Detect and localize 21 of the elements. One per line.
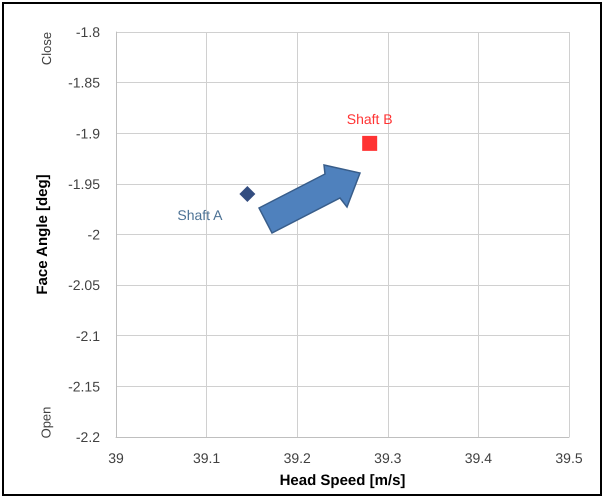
- x-tick-label: 39.5: [555, 450, 583, 466]
- y-tick-label: -1.9: [76, 125, 100, 142]
- x-tick-label: 39.4: [464, 450, 492, 466]
- y-tick-label: -2.15: [68, 378, 100, 394]
- y-tick-label: -2: [88, 226, 100, 242]
- y-tick-label: -2.2: [76, 429, 100, 445]
- series-label: Shaft A: [177, 207, 224, 223]
- x-tick-label: 39.3: [374, 450, 402, 466]
- y-tick-label: -2.05: [68, 277, 100, 294]
- text: Close: [38, 31, 54, 65]
- y-tick-label: -1.95: [68, 176, 100, 192]
- series-label: Shaft B: [346, 110, 393, 127]
- y-tick-label: -2.1: [76, 328, 100, 344]
- text: Open: [38, 406, 54, 438]
- y-tick-label: -1.8: [76, 24, 100, 40]
- x-tick-label: 39.2: [284, 450, 312, 466]
- y-tick-label: -1.85: [68, 74, 100, 91]
- x-axis-title: Head Speed [m/s]: [280, 472, 406, 489]
- y-axis-title: Face Angle [deg]: [34, 174, 51, 295]
- x-tick-label: 39.1: [192, 450, 220, 466]
- x-tick-label: 39: [108, 450, 124, 466]
